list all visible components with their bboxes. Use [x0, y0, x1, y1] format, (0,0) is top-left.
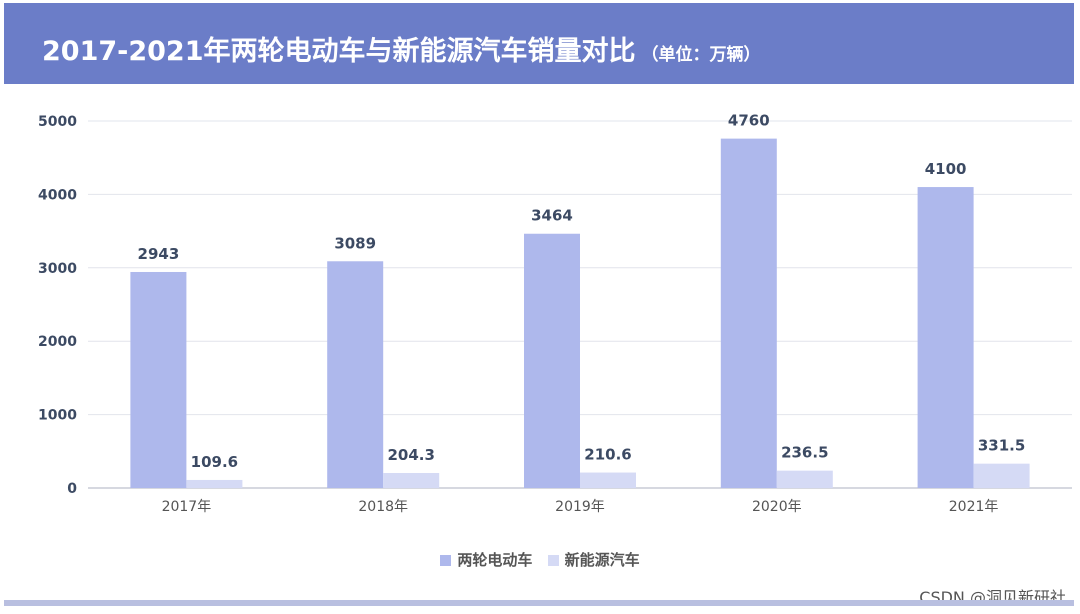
data-label: 204.3	[387, 446, 434, 464]
bar-nev	[580, 472, 636, 488]
x-tick-label: 2017年	[162, 499, 212, 515]
y-tick-label: 2000	[38, 334, 77, 350]
y-tick-label: 0	[67, 481, 77, 497]
legend-label: 新能源汽车	[564, 551, 640, 569]
data-label: 4100	[925, 160, 967, 178]
bar-nev	[186, 479, 243, 488]
chart-title: 2017-2021年两轮电动车与新能源汽车销量对比 （单位：万辆）	[42, 36, 761, 67]
bar-ebike	[130, 271, 187, 488]
bar-nev	[776, 470, 833, 488]
x-tick-label: 2019年	[555, 499, 605, 515]
bar-nev	[383, 473, 440, 488]
x-tick-label: 2021年	[949, 499, 999, 515]
legend-swatch	[440, 555, 452, 566]
data-label: 2943	[138, 245, 180, 263]
y-tick-label: 1000	[38, 408, 77, 424]
bar-ebike	[327, 261, 384, 488]
bar-ebike	[917, 187, 974, 488]
title-banner: 2017-2021年两轮电动车与新能源汽车销量对比 （单位：万辆）	[4, 3, 1074, 84]
y-tick-label: 3000	[38, 261, 77, 277]
y-tick-label: 4000	[38, 187, 77, 203]
bar-ebike	[720, 138, 777, 488]
bar-ebike	[524, 233, 580, 488]
data-label: 331.5	[978, 437, 1025, 455]
legend-item-nev: 新能源汽车	[547, 549, 640, 570]
chart-unit: （单位：万辆）	[641, 45, 761, 65]
data-label: 109.6	[191, 453, 238, 471]
legend-item-ebike: 两轮电动车	[440, 549, 532, 570]
footer-bar	[4, 600, 1074, 606]
y-tick-label: 5000	[38, 114, 77, 130]
data-label: 236.5	[781, 444, 828, 462]
x-tick-label: 2020年	[752, 499, 802, 515]
legend-label: 两轮电动车	[457, 551, 533, 569]
data-label: 4760	[728, 112, 770, 130]
data-label: 210.6	[584, 446, 631, 464]
data-label: 3089	[334, 234, 376, 252]
legend: 两轮电动车 新能源汽车	[0, 549, 1080, 570]
legend-swatch	[547, 555, 559, 566]
x-tick-label: 2018年	[358, 499, 408, 515]
bar-nev	[973, 463, 1030, 488]
data-label: 3464	[531, 207, 573, 225]
